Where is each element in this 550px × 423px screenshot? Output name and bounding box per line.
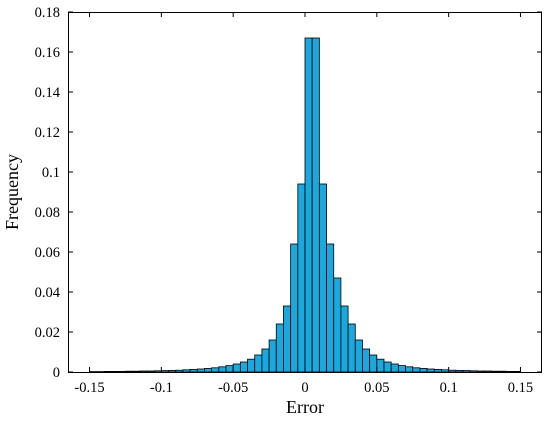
x-tick-label: 0.15 [508,380,533,396]
histogram-bar [340,305,349,373]
y-tick-label: 0.12 [35,125,60,141]
histogram-bar [204,367,213,373]
histogram-bar [397,365,406,373]
histogram-bar [369,354,378,373]
y-tick-label: 0 [53,365,60,381]
y-axis-ticks: 0 0.02 0.04 0.06 0.08 0.1 0.12 0.14 0.16 0.18 [35,5,542,381]
y-tick-label: 0.04 [35,285,61,301]
histogram-bar [405,366,414,373]
x-tick-label: 0 [301,380,308,396]
y-tick-label: 0.14 [35,85,61,101]
histogram-bar [455,369,464,373]
y-tick-label: 0.02 [35,325,60,341]
x-tick-label: -0.1 [150,380,173,396]
histogram-bar [110,370,119,373]
histogram-bar [146,370,155,373]
histogram-bar [160,370,169,373]
histogram-bar [103,370,112,373]
histogram-bar [297,183,306,373]
histogram-bar [419,367,428,373]
x-tick-label: -0.05 [218,380,248,396]
x-tick-label: -0.15 [74,380,104,396]
y-axis-label: Frequency [2,154,22,230]
histogram-bar [139,370,148,373]
bars-group [89,37,521,373]
x-tick-label: 0.05 [364,380,389,396]
histogram-bar [254,354,263,373]
histogram-bar [318,183,327,373]
x-axis-label: Error [286,397,324,417]
histogram-bar [225,365,234,373]
histogram-bar [426,368,435,373]
histogram-bar [189,368,198,373]
histogram-bar [168,369,177,373]
histogram-bar [362,348,371,373]
histogram-bar [283,305,292,373]
histogram-bar [448,369,457,373]
histogram-bar [311,37,320,373]
histogram-bar [376,358,385,373]
histogram-bar [304,37,313,373]
histogram-bar [484,370,493,373]
histogram-bar [412,367,421,373]
histogram-bar [290,243,299,373]
histogram-bar [175,369,184,373]
y-tick-label: 0.18 [35,5,60,21]
histogram-bar [247,358,256,373]
histogram-bar [275,323,284,373]
y-tick-label: 0.06 [35,245,60,261]
histogram-bar [390,363,399,373]
histogram-bar [441,369,450,373]
histogram-bar [182,369,191,373]
histogram-bar [505,370,514,373]
histogram-bar [153,370,162,373]
histogram-bar [232,363,241,373]
histogram-bar [218,366,227,373]
histogram-bar [261,348,270,373]
histogram-bar [469,370,478,373]
histogram-bar [326,243,335,373]
x-tick-label: 0.1 [440,380,458,396]
histogram-bar [491,370,500,373]
y-tick-label: 0.16 [35,45,60,61]
y-tick-label: 0.1 [42,165,60,181]
histogram-bar [196,368,205,373]
x-axis-ticks: -0.15 -0.1 -0.05 0 0.05 0.1 0.15 [74,12,533,396]
histogram-bar [512,370,521,373]
histogram-bar [239,361,248,373]
histogram-bar [476,370,485,373]
histogram-bar [132,370,141,373]
histogram-bar [433,368,442,373]
y-tick-label: 0.08 [35,205,60,221]
histogram-bar [125,370,134,373]
histogram-bar [383,361,392,373]
histogram-bar [268,339,277,373]
histogram-bar [211,367,220,373]
histogram-bar [347,323,356,373]
histogram-bar [498,370,507,373]
histogram-bar [462,370,471,373]
histogram-bar [333,277,342,373]
histogram-bar [354,339,363,373]
histogram-bar [117,370,126,373]
